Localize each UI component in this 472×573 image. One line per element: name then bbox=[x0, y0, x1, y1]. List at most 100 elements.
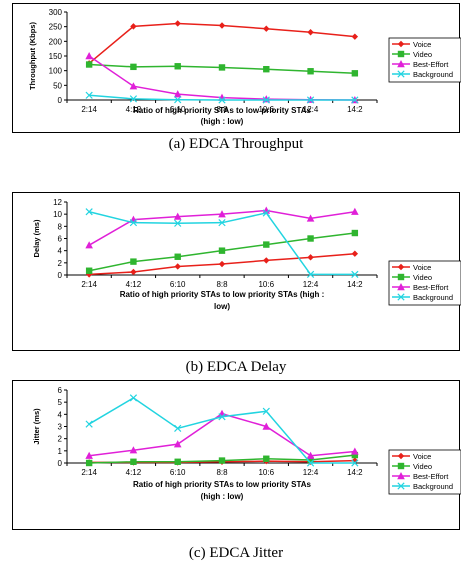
data-point-best-effort bbox=[218, 93, 226, 101]
x-axis-title: Ratio of high priority STAs to low prior… bbox=[120, 290, 325, 299]
x-tick-label: 12:4 bbox=[303, 280, 319, 289]
series-video bbox=[85, 451, 359, 467]
y-tick-label: 4 bbox=[58, 247, 63, 256]
data-point-voice bbox=[307, 254, 314, 261]
series-video bbox=[85, 61, 359, 77]
data-point-background bbox=[129, 394, 138, 402]
data-point-voice bbox=[130, 23, 137, 30]
x-axis-title: Ratio of high priority STAs to low prior… bbox=[133, 106, 311, 115]
data-point-best-effort bbox=[262, 206, 271, 214]
x-tick-label: 10:6 bbox=[258, 280, 274, 289]
legend-label-voice: Voice bbox=[413, 263, 431, 272]
legend-marker-voice bbox=[397, 40, 405, 48]
legend-label-background: Background bbox=[413, 70, 453, 79]
y-tick-label: 0 bbox=[58, 96, 63, 105]
x-tick-label: 14:2 bbox=[347, 280, 363, 289]
data-point-background bbox=[306, 270, 315, 279]
x-tick-label: 4:12 bbox=[126, 105, 142, 114]
legend-marker-video bbox=[397, 273, 405, 281]
series-line-background bbox=[88, 397, 355, 464]
x-tick-label: 4:12 bbox=[126, 280, 142, 289]
data-point-background bbox=[351, 270, 359, 279]
data-point-background bbox=[262, 96, 270, 104]
data-point-voice bbox=[130, 268, 137, 276]
y-tick-label: 6 bbox=[58, 386, 63, 395]
data-point-video bbox=[263, 241, 270, 248]
data-point-background bbox=[218, 219, 226, 227]
y-tick-label: 5 bbox=[58, 398, 63, 407]
y-tick-label: 6 bbox=[58, 235, 63, 244]
legend-marker-video bbox=[397, 50, 405, 58]
jitter-chart-panel: 0 1 2 3 4 5 6 2:14 4:12 6:10 8:8 10:6 12:4 14:2 Ratio … bbox=[12, 380, 461, 530]
y-tick-label: 4 bbox=[58, 410, 63, 419]
x-tick-label: 2:14 bbox=[81, 280, 97, 289]
legend-marker-best-effort bbox=[397, 472, 405, 480]
y-tick-label: 1 bbox=[58, 447, 63, 456]
series-background bbox=[85, 208, 359, 279]
data-point-video bbox=[263, 455, 270, 462]
y-tick-label: 150 bbox=[49, 52, 63, 61]
legend-label-best-effort: Best-Effort bbox=[413, 472, 449, 481]
x-tick-label: 8:8 bbox=[216, 468, 228, 477]
x-tick-label: 12:4 bbox=[303, 468, 319, 477]
series-voice bbox=[85, 20, 359, 67]
x-tick-label: 6:10 bbox=[170, 280, 186, 289]
data-point-video bbox=[218, 64, 226, 71]
series-background bbox=[85, 394, 359, 467]
legend-label-video: Video bbox=[413, 462, 432, 471]
legend-label-video: Video bbox=[413, 50, 432, 59]
series-line-best-effort bbox=[88, 55, 355, 101]
legend-marker-background bbox=[397, 293, 405, 301]
x-tick-label: 2:14 bbox=[81, 468, 97, 477]
caption-delay: (b) EDCA Delay bbox=[185, 359, 287, 375]
data-point-background bbox=[85, 91, 93, 99]
series-best-effort bbox=[85, 409, 359, 459]
y-tick-label: 0 bbox=[58, 271, 63, 280]
series-line-best-effort bbox=[89, 412, 355, 457]
plot-area: 0 2 4 6 8 10 12 2:14 4:12 6:10 8:8 10:6 12:4 14:2 Rati… bbox=[32, 198, 378, 311]
legend-marker-background bbox=[397, 482, 405, 490]
data-point-best-effort bbox=[173, 440, 182, 448]
data-point-best-effort bbox=[85, 451, 93, 459]
data-point-best-effort bbox=[306, 214, 315, 222]
legend-label-voice: Voice bbox=[413, 40, 431, 49]
data-point-video bbox=[130, 63, 137, 71]
legend-marker-background bbox=[397, 70, 405, 78]
x-tick-label: 10:6 bbox=[258, 468, 274, 477]
data-point-best-effort bbox=[129, 446, 138, 454]
data-point-best-effort bbox=[85, 52, 93, 60]
data-point-video bbox=[174, 458, 181, 465]
data-point-video bbox=[351, 451, 359, 459]
data-point-best-effort bbox=[351, 207, 359, 215]
legend-marker-best-effort bbox=[397, 60, 405, 68]
throughput-chart-panel: 0 50 100 150 200 250 300 2:14 4:12 6:10 8:8 10:6 12:… bbox=[12, 3, 461, 133]
y-tick-label: 10 bbox=[53, 210, 62, 219]
x-axis-title: (high : low) bbox=[201, 117, 244, 126]
caption-jitter: (c) EDCA Jitter bbox=[188, 545, 284, 561]
legend-label-best-effort: Best-Effort bbox=[413, 283, 449, 292]
data-point-background bbox=[218, 413, 226, 421]
data-point-background bbox=[262, 407, 270, 415]
y-axis-title: Jitter (ms) bbox=[32, 408, 41, 445]
data-point-background bbox=[174, 96, 182, 104]
data-point-voice bbox=[218, 260, 226, 268]
series-line-voice bbox=[88, 22, 355, 64]
data-point-video bbox=[218, 457, 226, 464]
legend-marker-best-effort bbox=[397, 283, 405, 291]
data-point-video bbox=[85, 267, 93, 274]
data-point-video bbox=[307, 456, 314, 464]
data-point-best-effort bbox=[218, 210, 226, 218]
y-tick-label: 200 bbox=[49, 37, 63, 46]
x-axis-title: Ratio of high priority STAs to low prior… bbox=[133, 480, 311, 489]
plot-area: 0 1 2 3 4 5 6 2:14 4:12 6:10 8:8 10:6 12:4 14:2 Ratio … bbox=[32, 386, 378, 501]
y-axis-title: Delay (ms) bbox=[32, 219, 41, 257]
y-tick-label: 50 bbox=[53, 81, 62, 90]
y-axis-title: Throughput (Kbps) bbox=[28, 22, 37, 90]
y-tick-label: 8 bbox=[58, 222, 63, 231]
data-point-voice bbox=[351, 250, 359, 257]
delay-chart-panel: 0 2 4 6 8 10 12 2:14 4:12 6:10 8:8 10:6 12:4 14:2 Rati… bbox=[12, 192, 461, 351]
data-point-best-effort bbox=[173, 212, 182, 220]
x-tick-label: 4:12 bbox=[126, 468, 142, 477]
legend-label-best-effort: Best-Effort bbox=[413, 60, 449, 69]
